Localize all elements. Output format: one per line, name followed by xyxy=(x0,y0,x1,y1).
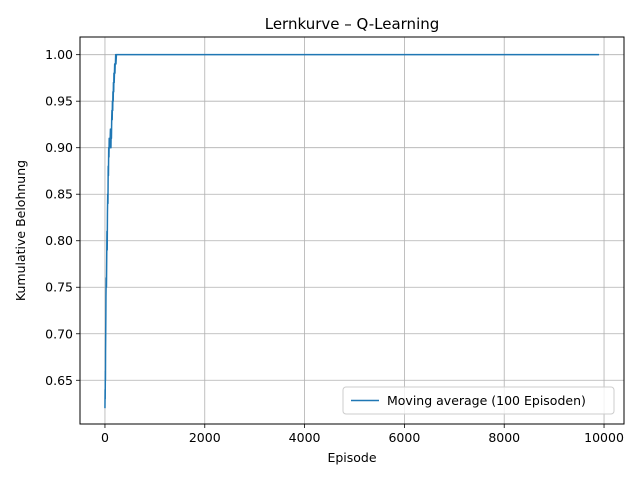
y-tick-label: 0.75 xyxy=(45,280,73,295)
series-line-0 xyxy=(104,53,600,409)
y-tick-label: 1.00 xyxy=(45,47,73,62)
x-tick-label: 0 xyxy=(101,430,109,445)
y-axis-label: Kumulative Belohnung xyxy=(13,160,28,301)
y-tick-label: 0.90 xyxy=(45,140,73,155)
chart-title: Lernkurve – Q-Learning xyxy=(265,15,440,33)
x-tick-label: 10000 xyxy=(584,430,624,445)
legend-label: Moving average (100 Episoden) xyxy=(387,393,586,408)
legend: Moving average (100 Episoden) xyxy=(342,386,615,415)
x-axis-label: Episode xyxy=(327,450,376,465)
y-tick-label: 0.95 xyxy=(45,94,73,109)
x-tick-label: 2000 xyxy=(189,430,221,445)
axes-frame xyxy=(79,36,625,425)
x-tick-label: 8000 xyxy=(488,430,520,445)
plot-area xyxy=(104,53,600,409)
y-tick-label: 0.85 xyxy=(45,187,73,202)
y-tick-label: 0.65 xyxy=(45,373,73,388)
y-tick-label: 0.70 xyxy=(45,326,73,341)
x-tick-label: 4000 xyxy=(289,430,321,445)
x-tick-label: 6000 xyxy=(388,430,420,445)
ticks: 0 2000 4000 6000 8000 10000 0.65 0.70 0.75 0.80 0.… xyxy=(45,47,624,445)
y-tick-label: 0.80 xyxy=(45,233,73,248)
legend-box xyxy=(342,386,615,415)
